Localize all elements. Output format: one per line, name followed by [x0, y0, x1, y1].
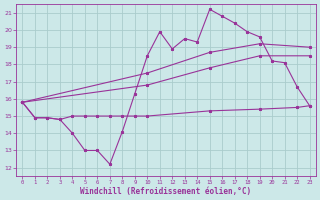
X-axis label: Windchill (Refroidissement éolien,°C): Windchill (Refroidissement éolien,°C)	[80, 187, 252, 196]
